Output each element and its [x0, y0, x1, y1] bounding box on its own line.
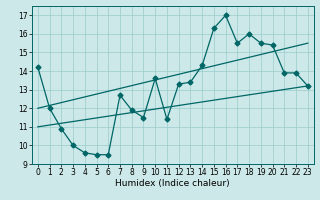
X-axis label: Humidex (Indice chaleur): Humidex (Indice chaleur): [116, 179, 230, 188]
